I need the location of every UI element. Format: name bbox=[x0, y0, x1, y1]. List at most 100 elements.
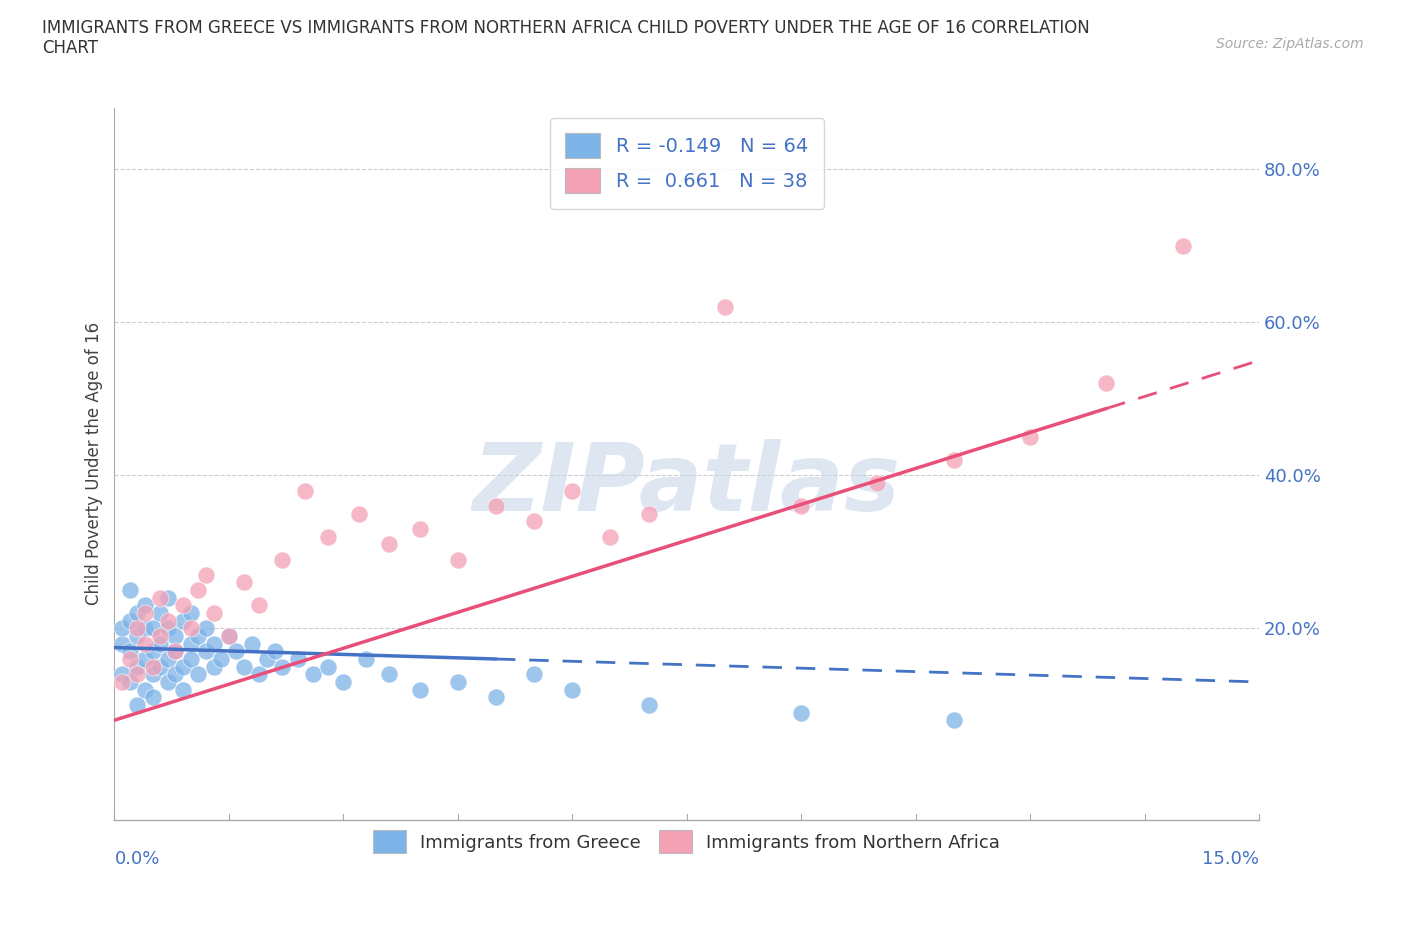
Point bbox=[485, 690, 508, 705]
Point bbox=[172, 598, 194, 613]
Point bbox=[187, 667, 209, 682]
Point bbox=[172, 613, 194, 628]
Point bbox=[523, 667, 546, 682]
Point bbox=[156, 591, 179, 605]
Point bbox=[233, 575, 256, 590]
Point bbox=[256, 652, 278, 667]
Point bbox=[194, 567, 217, 582]
Point bbox=[218, 629, 240, 644]
Point bbox=[142, 659, 165, 674]
Point bbox=[149, 629, 172, 644]
Point bbox=[134, 683, 156, 698]
Point bbox=[202, 605, 225, 620]
Point bbox=[209, 652, 232, 667]
Point bbox=[134, 636, 156, 651]
Point bbox=[172, 683, 194, 698]
Point bbox=[561, 683, 583, 698]
Point bbox=[714, 299, 737, 314]
Y-axis label: Child Poverty Under the Age of 16: Child Poverty Under the Age of 16 bbox=[86, 323, 103, 605]
Point bbox=[180, 652, 202, 667]
Point bbox=[156, 613, 179, 628]
Point bbox=[142, 621, 165, 636]
Text: 0.0%: 0.0% bbox=[114, 850, 160, 869]
Point bbox=[180, 605, 202, 620]
Point bbox=[111, 621, 134, 636]
Point bbox=[247, 667, 270, 682]
Point bbox=[156, 652, 179, 667]
Point bbox=[149, 591, 172, 605]
Point bbox=[127, 667, 149, 682]
Point bbox=[637, 506, 659, 521]
Text: Source: ZipAtlas.com: Source: ZipAtlas.com bbox=[1216, 37, 1364, 51]
Point bbox=[142, 690, 165, 705]
Point bbox=[172, 659, 194, 674]
Point bbox=[134, 598, 156, 613]
Point bbox=[218, 629, 240, 644]
Point bbox=[149, 636, 172, 651]
Point bbox=[599, 529, 621, 544]
Legend: Immigrants from Greece, Immigrants from Northern Africa: Immigrants from Greece, Immigrants from … bbox=[366, 823, 1007, 860]
Point bbox=[149, 605, 172, 620]
Point bbox=[165, 667, 187, 682]
Point bbox=[180, 636, 202, 651]
Point bbox=[111, 674, 134, 689]
Point bbox=[180, 621, 202, 636]
Point bbox=[134, 621, 156, 636]
Point bbox=[149, 659, 172, 674]
Point bbox=[165, 644, 187, 658]
Point bbox=[156, 674, 179, 689]
Text: ZIPatlas: ZIPatlas bbox=[472, 439, 901, 531]
Point bbox=[194, 621, 217, 636]
Point bbox=[142, 667, 165, 682]
Point bbox=[561, 484, 583, 498]
Point bbox=[316, 529, 339, 544]
Point bbox=[127, 621, 149, 636]
Text: 15.0%: 15.0% bbox=[1202, 850, 1258, 869]
Point bbox=[134, 605, 156, 620]
Point bbox=[142, 644, 165, 658]
Point bbox=[127, 605, 149, 620]
Point bbox=[187, 629, 209, 644]
Point bbox=[271, 659, 294, 674]
Point bbox=[127, 659, 149, 674]
Point bbox=[942, 712, 965, 727]
Point bbox=[1095, 376, 1118, 391]
Point bbox=[1019, 430, 1042, 445]
Point bbox=[1171, 238, 1194, 253]
Point bbox=[316, 659, 339, 674]
Point bbox=[347, 506, 370, 521]
Point bbox=[118, 644, 141, 658]
Point bbox=[240, 636, 263, 651]
Point bbox=[378, 537, 401, 551]
Point bbox=[637, 698, 659, 712]
Point bbox=[187, 583, 209, 598]
Point bbox=[790, 705, 813, 720]
Point bbox=[165, 629, 187, 644]
Point bbox=[202, 659, 225, 674]
Point bbox=[194, 644, 217, 658]
Point bbox=[111, 636, 134, 651]
Point bbox=[408, 522, 430, 537]
Point bbox=[202, 636, 225, 651]
Point bbox=[287, 652, 309, 667]
Point bbox=[523, 513, 546, 528]
Point bbox=[790, 498, 813, 513]
Point bbox=[165, 644, 187, 658]
Point bbox=[233, 659, 256, 674]
Point bbox=[942, 453, 965, 468]
Point bbox=[447, 552, 470, 567]
Point bbox=[111, 667, 134, 682]
Point bbox=[134, 652, 156, 667]
Point bbox=[118, 652, 141, 667]
Point bbox=[378, 667, 401, 682]
Point bbox=[127, 629, 149, 644]
Point bbox=[485, 498, 508, 513]
Point bbox=[271, 552, 294, 567]
Point bbox=[263, 644, 285, 658]
Point bbox=[408, 683, 430, 698]
Point bbox=[127, 698, 149, 712]
Point bbox=[294, 484, 316, 498]
Point bbox=[332, 674, 354, 689]
Point bbox=[247, 598, 270, 613]
Text: IMMIGRANTS FROM GREECE VS IMMIGRANTS FROM NORTHERN AFRICA CHILD POVERTY UNDER TH: IMMIGRANTS FROM GREECE VS IMMIGRANTS FRO… bbox=[42, 19, 1090, 58]
